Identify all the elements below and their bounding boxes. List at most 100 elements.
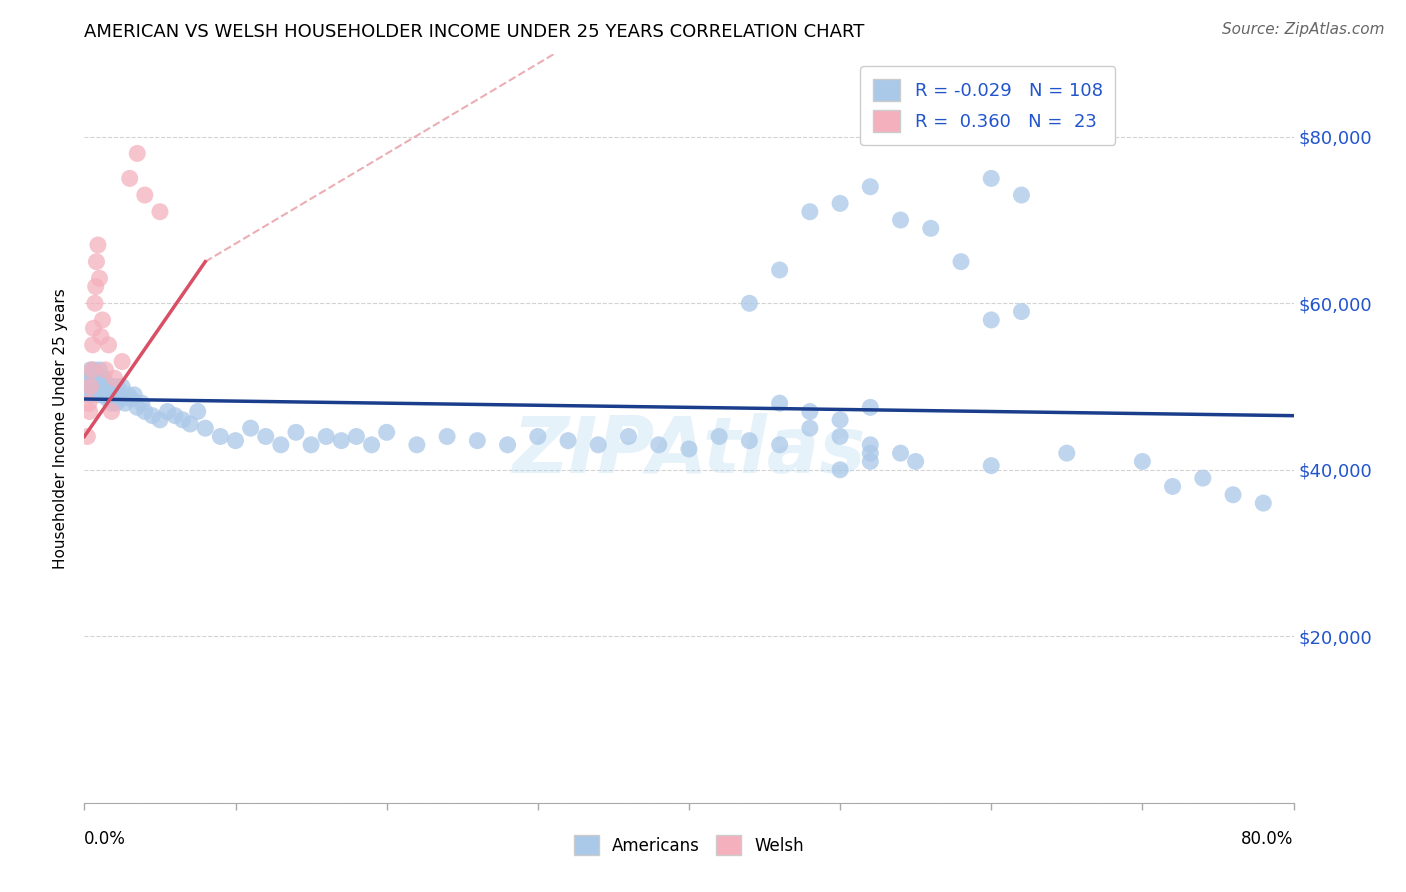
- Point: [104, 371, 127, 385]
- Point: [254, 429, 277, 443]
- Point: [527, 429, 550, 443]
- Point: [375, 425, 398, 440]
- Text: 0.0%: 0.0%: [84, 830, 127, 848]
- Point: [111, 379, 134, 393]
- Point: [87, 379, 110, 393]
- Point: [1222, 488, 1244, 502]
- Text: 80.0%: 80.0%: [1241, 830, 1294, 848]
- Point: [101, 379, 124, 393]
- Point: [1011, 304, 1033, 318]
- Point: [588, 438, 610, 452]
- Point: [557, 434, 579, 448]
- Point: [360, 438, 382, 452]
- Point: [859, 438, 882, 452]
- Point: [87, 388, 110, 402]
- Point: [617, 429, 640, 443]
- Point: [120, 392, 142, 406]
- Point: [330, 434, 353, 448]
- Point: [84, 296, 107, 310]
- Point: [89, 363, 111, 377]
- Point: [105, 396, 128, 410]
- Point: [91, 388, 114, 402]
- Point: [117, 388, 139, 402]
- Point: [97, 392, 120, 406]
- Point: [830, 429, 852, 443]
- Point: [108, 388, 131, 402]
- Point: [980, 458, 1002, 473]
- Point: [98, 388, 121, 402]
- Point: [141, 409, 163, 423]
- Point: [87, 238, 110, 252]
- Point: [79, 379, 101, 393]
- Point: [1161, 479, 1184, 493]
- Point: [1011, 188, 1033, 202]
- Text: Source: ZipAtlas.com: Source: ZipAtlas.com: [1222, 22, 1385, 37]
- Point: [82, 379, 104, 393]
- Point: [950, 254, 973, 268]
- Point: [648, 438, 671, 452]
- Point: [100, 396, 122, 410]
- Point: [79, 376, 101, 390]
- Point: [84, 279, 107, 293]
- Point: [436, 429, 458, 443]
- Y-axis label: Householder Income Under 25 years: Householder Income Under 25 years: [53, 288, 69, 568]
- Point: [187, 404, 209, 418]
- Point: [114, 396, 136, 410]
- Point: [89, 379, 111, 393]
- Point: [77, 371, 100, 385]
- Point: [76, 388, 98, 402]
- Point: [122, 388, 145, 402]
- Point: [285, 425, 308, 440]
- Point: [110, 392, 132, 406]
- Point: [209, 429, 232, 443]
- Point: [90, 371, 112, 385]
- Point: [90, 329, 112, 343]
- Point: [194, 421, 217, 435]
- Point: [86, 371, 108, 385]
- Point: [93, 371, 115, 385]
- Point: [980, 171, 1002, 186]
- Point: [97, 379, 120, 393]
- Point: [94, 376, 117, 390]
- Point: [830, 196, 852, 211]
- Point: [769, 263, 792, 277]
- Point: [270, 438, 292, 452]
- Point: [107, 379, 129, 393]
- Point: [1132, 454, 1154, 468]
- Point: [79, 363, 101, 377]
- Point: [156, 404, 179, 418]
- Point: [467, 434, 489, 448]
- Point: [86, 254, 108, 268]
- Point: [96, 388, 118, 402]
- Point: [80, 388, 103, 402]
- Point: [84, 384, 107, 398]
- Point: [1253, 496, 1275, 510]
- Point: [738, 296, 761, 310]
- Point: [104, 384, 127, 398]
- Point: [346, 429, 368, 443]
- Point: [127, 146, 149, 161]
- Point: [91, 379, 114, 393]
- Point: [172, 413, 194, 427]
- Point: [131, 396, 153, 410]
- Point: [165, 409, 187, 423]
- Point: [90, 376, 112, 390]
- Point: [1056, 446, 1078, 460]
- Point: [134, 188, 156, 202]
- Point: [149, 204, 172, 219]
- Legend: Americans, Welsh: Americans, Welsh: [567, 829, 811, 862]
- Point: [799, 204, 821, 219]
- Point: [134, 404, 156, 418]
- Point: [738, 434, 761, 448]
- Point: [80, 363, 103, 377]
- Point: [769, 396, 792, 410]
- Point: [859, 446, 882, 460]
- Point: [97, 338, 120, 352]
- Point: [89, 271, 111, 285]
- Point: [127, 401, 149, 415]
- Point: [496, 438, 519, 452]
- Text: AMERICAN VS WELSH HOUSEHOLDER INCOME UNDER 25 YEARS CORRELATION CHART: AMERICAN VS WELSH HOUSEHOLDER INCOME UND…: [84, 23, 865, 41]
- Point: [920, 221, 942, 235]
- Point: [83, 363, 105, 377]
- Point: [890, 446, 912, 460]
